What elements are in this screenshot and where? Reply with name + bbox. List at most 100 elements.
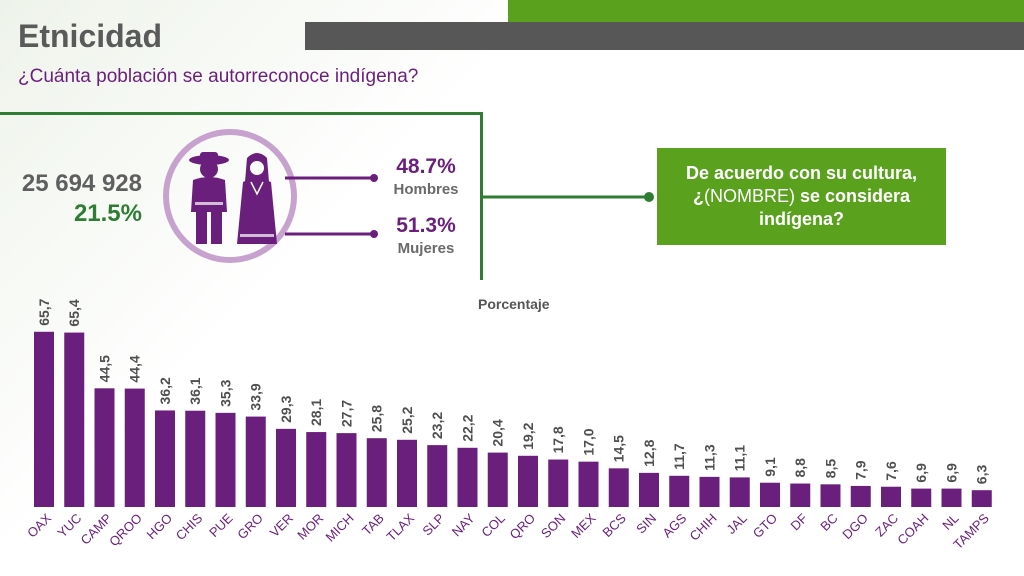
category-label-bcs: BCS	[599, 510, 629, 540]
value-label-slp: 23,2	[429, 412, 445, 439]
value-label-df: 8,8	[792, 458, 808, 478]
value-label-yuc: 65,4	[66, 299, 82, 326]
bar-gto	[760, 482, 780, 507]
bar-ver	[276, 428, 296, 507]
question-box: De acuerdo con su cultura, ¿(NOMBRE) se …	[657, 148, 946, 245]
bar-son	[548, 459, 569, 507]
category-label-qro: QRO	[507, 511, 539, 543]
value-label-tlax: 25,2	[399, 406, 415, 433]
bar-qro	[518, 455, 538, 507]
question-line3: indígena?	[759, 209, 844, 229]
category-label-son: SON	[538, 511, 569, 542]
value-label-bcs: 14,5	[611, 435, 627, 462]
value-label-nay: 22,2	[460, 414, 476, 441]
category-label-gto: GTO	[750, 511, 780, 541]
women-label: Mujeres	[397, 240, 455, 257]
category-label-chis: CHIS	[173, 510, 206, 543]
women-percent: 51.3%	[396, 214, 456, 237]
bar-nl	[941, 488, 962, 507]
value-label-ver: 29,3	[278, 395, 294, 422]
category-label-qroo: QROO	[106, 511, 145, 550]
value-label-dgo: 7,9	[853, 460, 869, 480]
value-label-son: 17,8	[550, 426, 566, 453]
page-subtitle: ¿Cuánta población se autorreconoce indíg…	[18, 66, 419, 87]
value-label-oax: 65,7	[36, 298, 52, 325]
question-connector	[483, 192, 654, 202]
category-label-chih: CHIH	[687, 511, 720, 544]
bar-chis	[185, 410, 206, 507]
category-label-nl: NL	[939, 511, 961, 533]
bar-tamps	[971, 490, 992, 507]
value-label-coah: 6,9	[913, 463, 929, 483]
bar-chart: 65,7OAX65,4YUC44,5CAMP44,4QROO36,2HGO36,…	[24, 298, 992, 552]
top-gray-band	[305, 22, 1024, 50]
category-label-nay: NAY	[449, 510, 478, 539]
value-label-tamps: 6,3	[974, 465, 990, 485]
category-label-hgo: HGO	[144, 511, 176, 543]
category-label-jal: JAL	[723, 511, 749, 537]
category-label-col: COL	[478, 511, 508, 541]
value-label-hgo: 36,2	[157, 377, 173, 404]
category-label-slp: SLP	[419, 511, 447, 539]
value-label-camp: 44,5	[97, 355, 113, 382]
value-label-qro: 19,2	[520, 422, 536, 449]
question-line1: De acuerdo con su cultura,	[685, 163, 918, 183]
value-label-mor: 28,1	[308, 399, 324, 426]
y-axis-label: Porcentaje	[478, 296, 550, 312]
bar-chih	[699, 476, 720, 507]
page-title: Etnicidad	[18, 18, 163, 54]
bar-qroo	[124, 388, 145, 507]
category-label-coah: COAH	[894, 511, 931, 548]
value-label-qroo: 44,4	[127, 355, 143, 382]
bar-hgo	[155, 410, 175, 507]
category-label-dgo: DGO	[839, 511, 871, 543]
value-label-mex: 17,0	[581, 428, 597, 455]
question-line2-prefix: ¿	[692, 186, 704, 206]
value-label-pue: 35,3	[218, 379, 234, 406]
total-population: 25 694 928	[21, 170, 142, 197]
bar-coah	[911, 488, 932, 507]
category-label-bc: BC	[817, 511, 840, 534]
bar-oax	[34, 331, 54, 507]
category-label-oax: OAX	[24, 510, 54, 540]
category-label-sin: SIN	[633, 511, 659, 537]
bar-df	[790, 483, 811, 507]
bar-gro	[245, 416, 266, 507]
bar-bcs	[608, 468, 629, 507]
category-label-gro: GRO	[234, 511, 266, 543]
category-label-ags: AGS	[659, 510, 689, 540]
men-percent: 48.7%	[396, 155, 456, 178]
value-label-col: 20,4	[490, 419, 506, 446]
category-label-mex: MEX	[568, 510, 599, 541]
category-label-mor: MOR	[294, 511, 326, 543]
bar-mich	[336, 433, 357, 507]
bar-bc	[820, 484, 841, 507]
value-label-bc: 8,5	[823, 459, 839, 479]
bar-mor	[306, 432, 327, 507]
value-label-chih: 11,3	[702, 444, 718, 471]
bar-pue	[215, 412, 236, 507]
bar-tab	[366, 438, 387, 507]
value-label-gto: 9,1	[762, 457, 778, 477]
people-circle	[163, 129, 297, 263]
bar-camp	[94, 388, 115, 507]
category-label-mich: MICH	[323, 511, 357, 545]
value-label-chis: 36,1	[187, 377, 203, 404]
value-label-sin: 12,8	[641, 439, 657, 466]
bar-mex	[578, 461, 599, 507]
bar-slp	[427, 445, 448, 507]
bar-sin	[639, 472, 659, 507]
category-label-pue: PUE	[206, 510, 236, 540]
value-label-mich: 27,7	[339, 400, 355, 427]
value-label-nl: 6,9	[944, 463, 960, 483]
question-line2-mid: (NOMBRE)	[703, 186, 795, 206]
bar-dgo	[850, 485, 871, 507]
bar-ags	[669, 475, 690, 507]
value-label-gro: 33,9	[248, 383, 264, 410]
category-label-ver: VER	[267, 511, 297, 541]
value-label-tab: 25,8	[369, 405, 385, 432]
bar-tlax	[397, 439, 417, 507]
bar-zac	[881, 486, 901, 507]
value-label-jal: 11,1	[732, 445, 748, 472]
men-label: Hombres	[393, 181, 459, 198]
